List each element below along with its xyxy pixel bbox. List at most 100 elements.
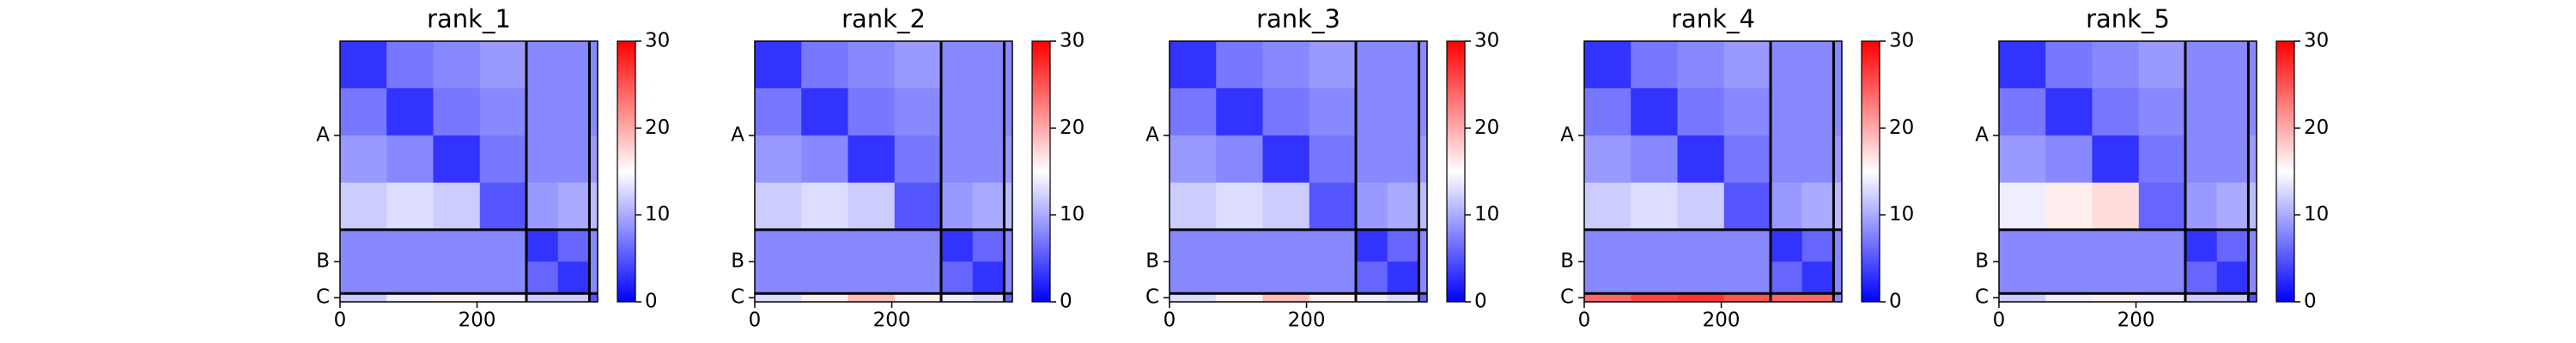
heatmap-cell — [2185, 262, 2218, 294]
colorbar-tick-label: 30 — [1474, 30, 1499, 52]
heatmap-cell — [1309, 262, 1357, 294]
heatmap-cell — [557, 87, 590, 136]
heatmap-cell — [557, 135, 590, 184]
heatmap-cell — [941, 182, 974, 231]
heatmap-cell — [2092, 135, 2140, 184]
heatmap-cell — [2138, 41, 2186, 89]
heatmap-cell — [1833, 87, 1843, 136]
heatmap-cell — [1309, 41, 1357, 89]
heatmap-cell — [1631, 135, 1679, 184]
heatmap-cell — [894, 135, 942, 184]
colorbar — [1031, 40, 1051, 303]
heatmap-cell — [2216, 229, 2249, 262]
plot-frame — [1998, 40, 2257, 303]
heatmap-cell — [557, 262, 590, 294]
heatmap-cell — [1771, 87, 1803, 136]
heatmap-cell — [1723, 135, 1771, 184]
heatmap-cell — [2185, 135, 2218, 184]
heatmap-cell — [1999, 293, 2046, 303]
heatmap-cell — [2185, 41, 2218, 89]
heatmap-cell — [972, 229, 1005, 262]
y-tick-label: C — [316, 286, 330, 309]
heatmap-cell — [340, 135, 387, 184]
heatmap-cell — [1801, 182, 1834, 231]
heatmap-cell — [1631, 182, 1679, 231]
heatmap-cell — [2045, 182, 2093, 231]
heatmap-cell — [1004, 135, 1013, 184]
heatmap-cell — [1356, 135, 1388, 184]
heatmap-cell — [2138, 293, 2186, 303]
heatmap-cell — [1387, 262, 1419, 294]
y-tick-label: A — [1145, 123, 1159, 146]
heatmap-cell — [589, 229, 598, 262]
x-tick-label: 0 — [334, 310, 347, 332]
panel-title: rank_5 — [2086, 4, 2170, 33]
heatmap-cell — [755, 135, 802, 184]
heatmap-cell — [589, 262, 598, 294]
heatmap-cell — [2045, 135, 2093, 184]
x-tick-label: 200 — [459, 310, 496, 332]
heatmap-cell — [801, 229, 849, 262]
x-tick-label: 200 — [873, 310, 911, 332]
x-tick-label: 200 — [1288, 310, 1326, 332]
heatmap-cell — [2138, 182, 2186, 231]
heatmap-cell — [1771, 262, 1803, 294]
heatmap-cell — [386, 229, 434, 262]
heatmap-cell — [557, 182, 590, 231]
heatmap-cell — [1216, 135, 1264, 184]
heatmap-cell — [1584, 87, 1631, 136]
heatmap-cell — [1216, 293, 1264, 303]
heatmap-cell — [433, 41, 481, 89]
heatmap-cell — [1677, 182, 1725, 231]
heatmap-cell — [1419, 182, 1428, 231]
heatmap-cell — [2248, 182, 2257, 231]
heatmap-cell — [848, 87, 896, 136]
heatmap-cell — [2138, 135, 2186, 184]
heatmap-cell — [1801, 229, 1834, 262]
heatmap-cell — [755, 229, 802, 262]
heatmap-cell — [2092, 262, 2140, 294]
colorbar-tick-label: 30 — [1889, 30, 1914, 52]
heatmap-cell — [1309, 229, 1357, 262]
heatmap-cell — [894, 87, 942, 136]
x-tick-label: 0 — [1993, 310, 2006, 332]
y-tick-label: C — [1975, 286, 1989, 309]
heatmap-cell — [1387, 293, 1419, 303]
heatmap-cell — [1833, 262, 1843, 294]
heatmap-cell — [801, 87, 849, 136]
heatmap-cell — [1262, 87, 1310, 136]
heatmap-cell — [1771, 229, 1803, 262]
heatmap-cell — [2216, 182, 2249, 231]
heatmap-cell — [894, 293, 942, 303]
heatmap-cell — [1833, 41, 1843, 89]
heatmap-cell — [1631, 293, 1679, 303]
heatmap-cell — [340, 262, 387, 294]
heatmap-cell — [1170, 41, 1217, 89]
heatmap-cell — [1584, 229, 1631, 262]
colorbar-tick-label: 20 — [1060, 117, 1084, 139]
heatmap-cell — [526, 293, 559, 303]
heatmap-cell — [479, 293, 527, 303]
colorbar-tick-label: 20 — [2304, 117, 2329, 139]
heatmap-cell — [1309, 135, 1357, 184]
heatmap-cell — [1170, 182, 1217, 231]
heatmap-cell — [526, 229, 559, 262]
colorbar-tick-label: 10 — [1060, 203, 1084, 226]
heatmap-cell — [1262, 41, 1310, 89]
colorbar-tick-label: 20 — [1474, 117, 1499, 139]
heatmap-cell — [972, 41, 1005, 89]
heatmap-cell — [589, 87, 598, 136]
heatmap-cell — [1004, 41, 1013, 89]
colorbar-tick-label: 10 — [645, 203, 670, 226]
heatmap-cell — [1356, 293, 1388, 303]
y-tick-label: B — [1145, 250, 1159, 273]
heatmap-cell — [972, 87, 1005, 136]
heatmap-cell — [1771, 293, 1803, 303]
heatmap-cell — [755, 87, 802, 136]
heatmap-cell — [2185, 229, 2218, 262]
heatmap-cell — [848, 293, 896, 303]
colorbar — [1861, 40, 1880, 303]
colorbar-tick-label: 0 — [2304, 291, 2317, 313]
